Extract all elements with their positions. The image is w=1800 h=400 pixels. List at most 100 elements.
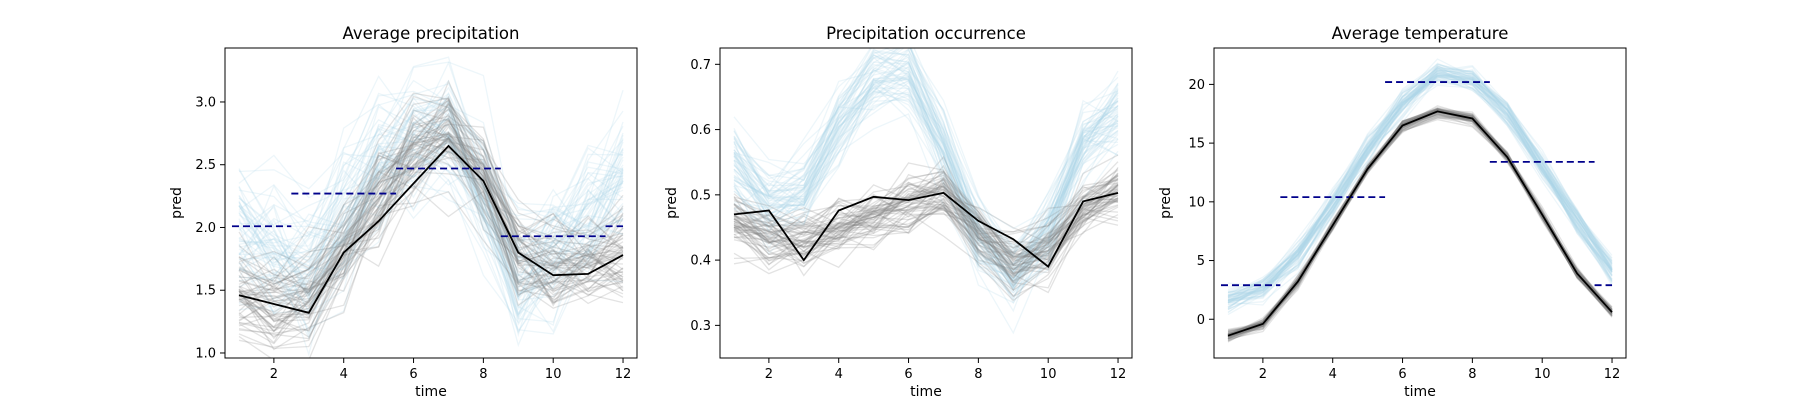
panel-2: 2 4 6 8 10 12 0.3 0.4 0.5 0.6 0.7 Precipitation occ…	[664, 24, 1133, 400]
ensemble-line	[238, 116, 624, 309]
ensemble-line	[1227, 109, 1613, 340]
ensemble-line	[1227, 110, 1613, 337]
ensemble-line	[238, 131, 624, 306]
ensemble-line	[238, 120, 624, 296]
ensemble-line	[1227, 69, 1613, 302]
ensemble-line	[238, 112, 624, 332]
ensemble-line	[1227, 58, 1613, 298]
ensemble-line	[1227, 116, 1613, 340]
ensemble-line	[238, 123, 624, 322]
ensemble-line	[733, 78, 1119, 282]
ensemble-line	[238, 136, 624, 332]
ensemble-line	[733, 170, 1119, 254]
ensemble-line	[733, 178, 1119, 280]
ensemble-line	[238, 134, 624, 300]
ensemble-line	[238, 109, 624, 322]
ensemble-line	[238, 97, 624, 284]
ensemble-line	[238, 111, 624, 280]
ensemble-line	[1227, 72, 1613, 297]
ensemble-line	[238, 103, 624, 345]
ensemble-line	[733, 48, 1119, 267]
ensemble-line	[1227, 72, 1613, 297]
x-tick-label: 2	[1259, 367, 1267, 382]
ensemble-line	[238, 98, 624, 298]
ensemble-line	[238, 146, 624, 327]
y-axis-label: pred	[1158, 187, 1174, 219]
ensemble-line	[1227, 109, 1613, 333]
ensemble-line	[733, 48, 1119, 291]
x-tick-label: 8	[1468, 367, 1476, 382]
panel-3: 2 4 6 8 10 12 0 5 10 15 20 Average temperature time p…	[1158, 24, 1627, 400]
ensemble-line	[238, 137, 624, 317]
ensemble-line	[1227, 70, 1613, 298]
ensemble-line	[238, 139, 624, 334]
ensemble-line	[733, 172, 1119, 283]
ensemble-line	[238, 95, 624, 292]
ensemble-line	[238, 151, 624, 308]
ensemble-line	[733, 48, 1119, 265]
y-tick-label: 5	[1197, 254, 1205, 269]
ensemble-line	[733, 50, 1119, 289]
series-ensemble_b	[733, 154, 1119, 302]
ensemble-line	[1227, 110, 1613, 335]
ensemble-line	[1227, 72, 1613, 299]
ensemble-line	[238, 119, 624, 303]
ensemble-line	[1227, 115, 1613, 340]
ensemble-line	[238, 129, 624, 294]
x-tick-label: 6	[1398, 367, 1406, 382]
ensemble-line	[238, 123, 624, 316]
ensemble-line	[733, 190, 1119, 260]
ensemble-line	[1227, 71, 1613, 316]
y-tick-label: 10	[1188, 195, 1205, 210]
ensemble-line	[733, 67, 1119, 269]
ensemble-line	[1227, 80, 1613, 311]
ensemble-line	[238, 140, 624, 318]
ensemble-line	[238, 123, 624, 329]
ensemble-line	[238, 91, 624, 317]
ensemble-line	[238, 149, 624, 298]
ensemble-line	[1227, 72, 1613, 288]
ensemble-line	[1227, 109, 1613, 331]
ensemble-line	[238, 125, 624, 322]
ensemble-line	[1227, 112, 1613, 338]
ensemble-line	[733, 181, 1119, 277]
ensemble-line	[238, 116, 624, 302]
x-tick-label: 10	[1040, 367, 1057, 382]
ensemble-line	[238, 61, 624, 252]
ensemble-line	[1227, 67, 1613, 303]
ensemble-line	[1227, 77, 1613, 296]
ensemble-line	[1227, 68, 1613, 305]
ensemble-line	[733, 190, 1119, 257]
ensemble-line	[1227, 74, 1613, 311]
ensemble-line	[733, 99, 1119, 301]
ensemble-line	[238, 103, 624, 285]
ensemble-line	[238, 134, 624, 328]
ensemble-line	[733, 80, 1119, 313]
ensemble-line	[238, 121, 624, 294]
x-axis-label: time	[415, 384, 447, 400]
ensemble-line	[1227, 69, 1613, 304]
ensemble-line	[733, 49, 1119, 266]
ensemble-line	[733, 78, 1119, 289]
ensemble-line	[238, 60, 624, 261]
plot-area	[231, 56, 624, 358]
ensemble-line	[1227, 73, 1613, 304]
ensemble-line	[238, 159, 624, 323]
ensemble-line	[733, 95, 1119, 297]
ensemble-line	[733, 203, 1119, 270]
ensemble-line	[733, 199, 1119, 284]
ensemble-line	[238, 138, 624, 344]
ensemble-line	[1227, 67, 1613, 301]
ensemble-line	[1227, 74, 1613, 295]
x-tick-label: 6	[409, 367, 417, 382]
ensemble-line	[238, 79, 624, 313]
series-ensemble_a	[733, 48, 1119, 335]
y-tick-label: 2.5	[195, 158, 216, 173]
ensemble-line	[733, 48, 1119, 287]
ensemble-line	[733, 173, 1119, 274]
ensemble-line	[1227, 65, 1613, 304]
x-axis-label: time	[910, 384, 942, 400]
ensemble-line	[733, 48, 1119, 253]
ensemble-line	[1227, 109, 1613, 342]
ensemble-line	[733, 54, 1119, 230]
